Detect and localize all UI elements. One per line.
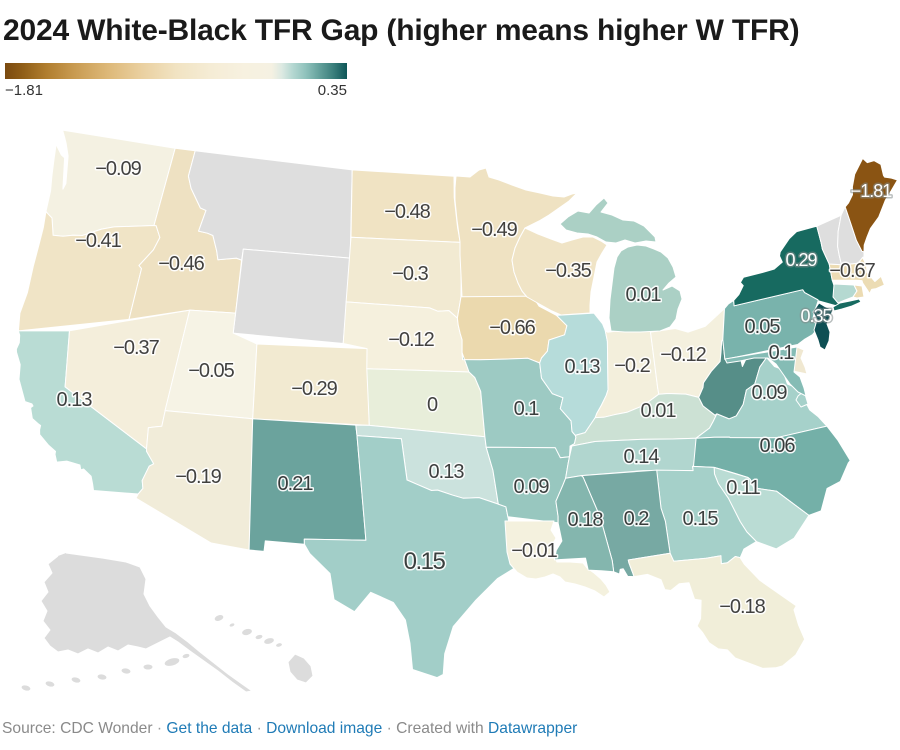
svg-text:0.13: 0.13 bbox=[429, 461, 465, 483]
svg-text:−0.41: −0.41 bbox=[75, 230, 121, 252]
svg-text:−0.05: −0.05 bbox=[188, 360, 234, 382]
svg-text:−0.37: −0.37 bbox=[113, 337, 159, 359]
svg-text:0.15: 0.15 bbox=[404, 548, 446, 575]
svg-text:0.05: 0.05 bbox=[745, 316, 781, 338]
svg-text:0.21: 0.21 bbox=[278, 473, 314, 495]
svg-text:−0.01: −0.01 bbox=[511, 540, 557, 562]
svg-text:−0.12: −0.12 bbox=[660, 344, 706, 366]
svg-text:0.09: 0.09 bbox=[514, 476, 550, 498]
svg-text:−0.18: −0.18 bbox=[719, 596, 765, 618]
svg-text:−0.35: −0.35 bbox=[545, 260, 591, 282]
svg-text:−0.29: −0.29 bbox=[291, 378, 337, 400]
svg-text:0.29: 0.29 bbox=[785, 250, 817, 270]
svg-text:0.35: 0.35 bbox=[800, 306, 832, 326]
svg-text:−0.12: −0.12 bbox=[388, 329, 434, 351]
svg-text:0.06: 0.06 bbox=[760, 435, 796, 457]
svg-text:0.01: 0.01 bbox=[626, 284, 662, 306]
svg-text:−0.66: −0.66 bbox=[489, 317, 535, 339]
svg-text:−0.19: −0.19 bbox=[175, 466, 221, 488]
svg-text:−0.48: −0.48 bbox=[384, 201, 430, 223]
svg-text:0.11: 0.11 bbox=[726, 477, 760, 499]
svg-text:0.13: 0.13 bbox=[565, 356, 601, 378]
svg-text:0.14: 0.14 bbox=[624, 446, 660, 468]
svg-text:0.1: 0.1 bbox=[769, 342, 795, 364]
svg-text:0.18: 0.18 bbox=[568, 509, 604, 531]
svg-text:0.1: 0.1 bbox=[514, 398, 540, 420]
svg-text:−1.81: −1.81 bbox=[851, 181, 893, 201]
svg-text:−0.09: −0.09 bbox=[95, 158, 141, 180]
svg-text:−0.46: −0.46 bbox=[158, 253, 204, 275]
svg-text:0.01: 0.01 bbox=[641, 400, 677, 422]
svg-text:0.15: 0.15 bbox=[683, 508, 719, 530]
svg-text:0: 0 bbox=[427, 394, 438, 416]
svg-text:−0.3: −0.3 bbox=[392, 263, 428, 285]
svg-text:−0.67: −0.67 bbox=[829, 260, 875, 282]
svg-text:0.2: 0.2 bbox=[624, 508, 650, 530]
svg-text:0.09: 0.09 bbox=[752, 382, 788, 404]
svg-text:−0.49: −0.49 bbox=[471, 219, 517, 241]
svg-text:0.13: 0.13 bbox=[57, 389, 93, 411]
svg-text:−0.2: −0.2 bbox=[614, 355, 650, 377]
